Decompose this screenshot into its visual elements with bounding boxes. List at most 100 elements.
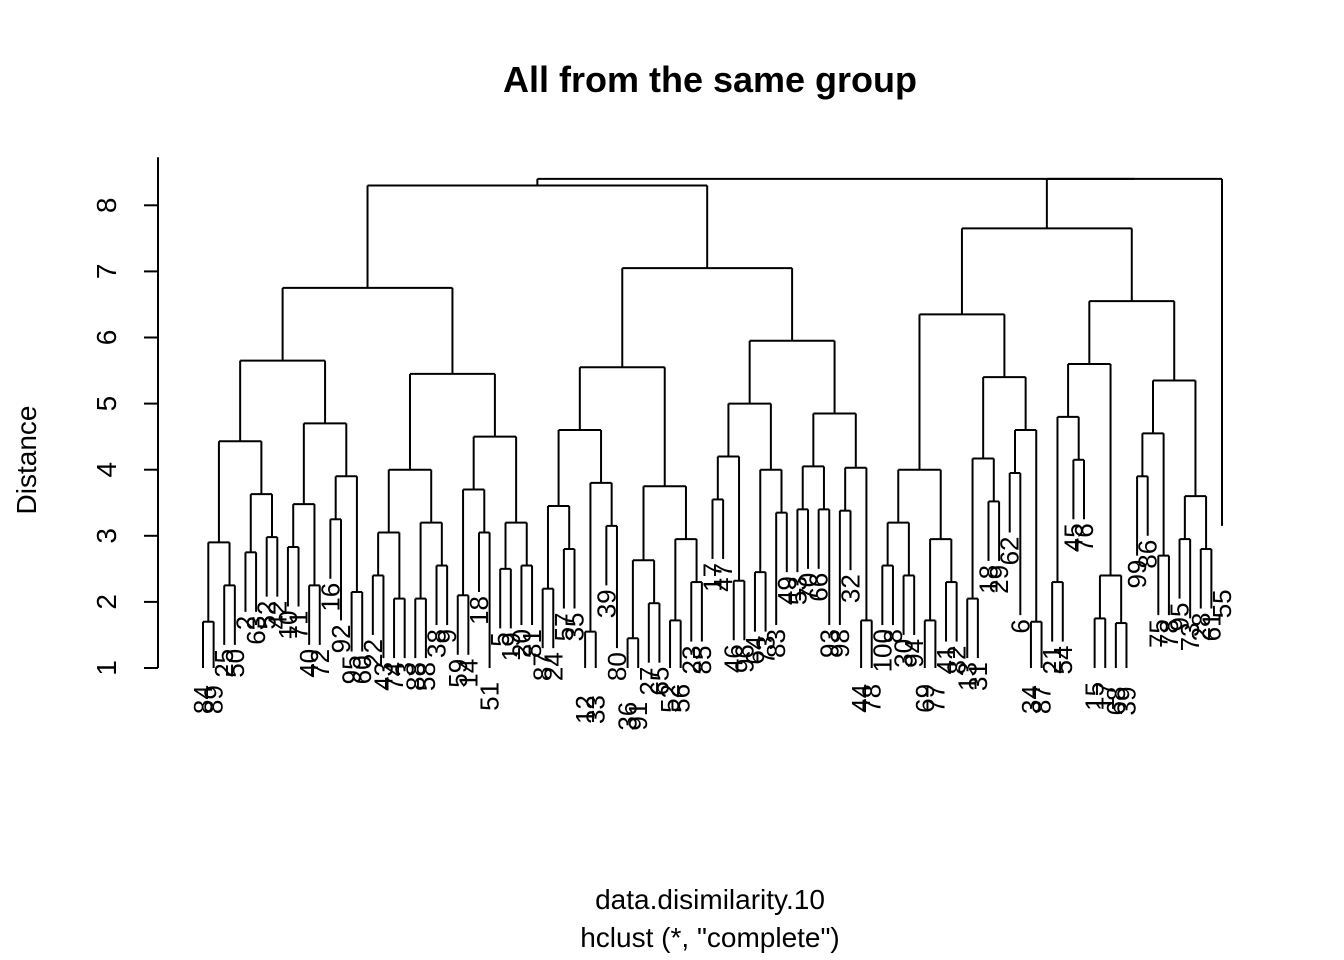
- leaf-label-30: 20: [506, 629, 536, 658]
- leaf-label-48: 17: [698, 563, 728, 592]
- leaf-label-5: 63: [241, 616, 271, 645]
- leaf-label-6: 52: [252, 601, 282, 630]
- leaf-label-39: 80: [602, 652, 632, 681]
- leaf-label-31: 81: [517, 629, 547, 658]
- y-axis: 1 2 3 4 5 6 7 8: [91, 157, 159, 676]
- leaf-label-62: 44: [846, 684, 876, 713]
- leaf-label-66: 30: [889, 639, 919, 668]
- leaf-label-68: 69: [910, 684, 940, 713]
- y-tick-label-3: 3: [91, 528, 122, 544]
- leaf-label-60: 98: [825, 629, 855, 658]
- leaf-label-46: 23: [676, 646, 706, 675]
- leaf-label-32: 87: [528, 652, 558, 681]
- leaf-label-74: 18: [973, 565, 1003, 594]
- y-tick-label-7: 7: [91, 264, 122, 280]
- leaf-label-1: 89: [199, 685, 229, 714]
- y-tick-label-2: 2: [91, 594, 122, 610]
- leaf-label-13: 92: [326, 624, 356, 653]
- leaf-label-49: 47: [708, 563, 738, 592]
- chart-title: All from the same group: [503, 59, 917, 100]
- leaf-label-40: 36: [613, 702, 643, 731]
- leaf-label-22: 38: [422, 629, 452, 658]
- method-label: hclust (*, "complete"): [580, 922, 840, 953]
- y-axis-label: Distance: [11, 406, 42, 515]
- leaf-label-0: 84: [188, 685, 218, 714]
- leaf-label-96: 55: [1207, 589, 1237, 618]
- leaf-label-28: 5: [485, 632, 515, 646]
- leaf-label-21: 58: [411, 662, 441, 691]
- leaf-label-35: 35: [560, 613, 590, 642]
- leaf-label-51: 96: [729, 644, 759, 673]
- leaf-label-16: 22: [358, 639, 388, 668]
- leaf-label-52: 64: [740, 636, 770, 665]
- leaf-label-92: 95: [1165, 603, 1195, 632]
- leaf-label-44: 52: [655, 684, 685, 713]
- leaf-label-90: 75: [1143, 619, 1173, 648]
- leaf-label-38: 39: [591, 589, 621, 618]
- leaf-label-81: 54: [1048, 646, 1078, 675]
- leaf-label-2: 25: [209, 649, 239, 678]
- leaf-label-24: 59: [443, 659, 473, 688]
- leaf-label-26: 18: [464, 596, 494, 625]
- leaf-label-50: 46: [719, 644, 749, 673]
- leaf-label-14: 95: [337, 655, 367, 684]
- leaf-label-15: 60: [347, 655, 377, 684]
- leaf-label-41: 91: [623, 702, 653, 731]
- leaf-label-19: 3: [390, 662, 420, 676]
- leaf-label-86: 68: [1101, 687, 1131, 716]
- y-tick-label-5: 5: [91, 396, 122, 412]
- leaf-label-7: 42: [262, 601, 292, 630]
- leaf-label-70: 41: [931, 646, 961, 675]
- leaf-label-76: 62: [995, 536, 1025, 565]
- leaf-label-65: 8: [878, 629, 908, 643]
- leaf-label-3: 50: [220, 649, 250, 678]
- y-tick-label-4: 4: [91, 462, 122, 478]
- leaf-label-80: 21: [1037, 646, 1067, 675]
- y-tick-label-6: 6: [91, 330, 122, 346]
- leaf-label-73: 31: [963, 662, 993, 691]
- leaf-label-18: 74: [379, 662, 409, 691]
- leaf-label-89: 86: [1133, 540, 1163, 569]
- leaf-label-43: 65: [644, 667, 674, 696]
- leaf-label-77: 6: [1005, 619, 1035, 633]
- leaf-label-67: 94: [899, 639, 929, 668]
- leaf-label-4: 2: [230, 616, 260, 630]
- leaf-label-34: 57: [549, 613, 579, 642]
- leaf-label-75: 29: [984, 565, 1014, 594]
- leaf-label-47: 85: [687, 646, 717, 675]
- leaf-label-20: 88: [400, 662, 430, 691]
- leaf-label-9: 71: [284, 611, 314, 640]
- y-tick-label-1: 1: [91, 660, 122, 676]
- leaf-label-82: 45: [1058, 523, 1088, 552]
- leaf-label-17: 43: [368, 662, 398, 691]
- leaf-label-84: 15: [1080, 682, 1110, 711]
- leaf-label-45: 56: [666, 684, 696, 713]
- leaf-label-12: 16: [315, 583, 345, 612]
- leaf-label-88: 99: [1122, 560, 1152, 589]
- leaf-label-25: 14: [453, 659, 483, 688]
- leaf-label-27: 51: [475, 682, 505, 711]
- leaf-label-71: 82: [942, 646, 972, 675]
- leaf-label-79: 87: [1027, 685, 1057, 714]
- leaf-label-58: 66: [804, 573, 834, 602]
- leaf-label-91: 78: [1154, 619, 1184, 648]
- leaf-label-94: 28: [1186, 613, 1216, 642]
- leaf-label-83: 76: [1069, 523, 1099, 552]
- x-axis-label: data.disimilarity.10: [595, 884, 825, 915]
- leaf-label-72: 13: [952, 662, 982, 691]
- leaf-label-33: 24: [538, 652, 568, 681]
- leaf-label-53: 73: [751, 636, 781, 665]
- leaf-label-37: 33: [581, 695, 611, 724]
- leaf-label-42: 27: [634, 667, 664, 696]
- leaf-label-57: 70: [793, 573, 823, 602]
- leaf-label-55: 49: [772, 576, 802, 605]
- dendrogram-tree: [202, 177, 1223, 668]
- leaf-label-10: 40: [294, 649, 324, 678]
- leaf-label-23: 9: [432, 629, 462, 643]
- leaf-label-59: 93: [814, 629, 844, 658]
- leaf-label-8: 10: [273, 611, 303, 640]
- y-tick-label-8: 8: [91, 198, 122, 214]
- leaf-label-56: 53: [782, 576, 812, 605]
- leaf-label-11: 72: [305, 649, 335, 678]
